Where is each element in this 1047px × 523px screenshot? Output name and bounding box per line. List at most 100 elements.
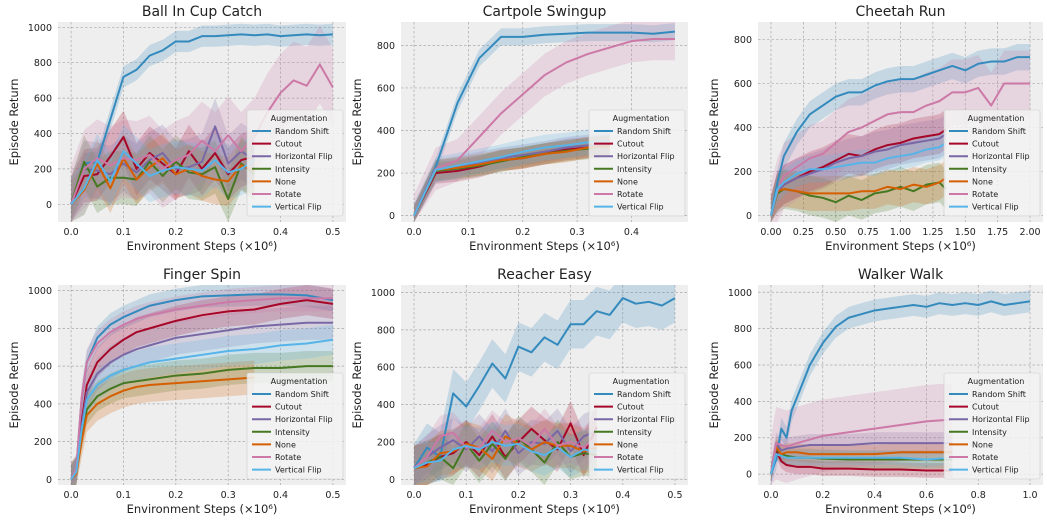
confidence-band-rotate [770, 50, 1031, 222]
legend-label: Cutout [275, 403, 302, 412]
legend-label: Intensity [972, 165, 1007, 174]
x-tick-label: 0.3 [221, 227, 236, 238]
y-tick-label: 200 [34, 164, 52, 175]
confidence-band-rotate [414, 22, 675, 222]
y-tick-label: 600 [734, 79, 752, 90]
x-axis-label: Environment Steps (×10⁶) [127, 239, 278, 253]
chart-panel-4: 0.0 0.1 0.2 0.3 0.4 0.5 0 200 400 600 800 1000 Reach… [350, 267, 688, 516]
y-tick-label: 200 [734, 433, 752, 444]
y-tick-label: 600 [734, 361, 752, 372]
legend-label: Intensity [617, 428, 652, 437]
x-tick-label: 0.75 [858, 227, 879, 238]
x-tick-label: 0.5 [325, 227, 340, 238]
series-line-horizontal-flip [413, 429, 598, 469]
x-tick-label: 0.3 [221, 490, 236, 501]
legend-title: Augmentation [271, 377, 328, 386]
x-tick-label: 1.0 [1022, 490, 1037, 501]
confidence-band-rotate [71, 285, 333, 485]
y-tick-label: 600 [34, 94, 52, 105]
y-tick-label: 800 [34, 58, 52, 69]
legend-label: Rotate [275, 190, 301, 199]
y-tick-label: 400 [377, 400, 395, 411]
legend-label: Vertical Flip [275, 203, 322, 212]
x-tick-label: 0.4 [273, 490, 288, 501]
legend-label: Vertical Flip [972, 203, 1019, 212]
legend-label: Random Shift [972, 390, 1026, 399]
series-line-vertical-flip [413, 140, 610, 217]
legend-label: Cutout [275, 140, 302, 149]
confidence-band-horizontal-flip [414, 132, 610, 222]
confidence-band-vertical-flip [770, 129, 946, 222]
y-axis-label: Episode Return [350, 79, 364, 166]
confidence-band-cutout [770, 109, 946, 222]
legend-label: Random Shift [275, 127, 329, 136]
y-tick-label: 800 [34, 324, 52, 335]
legend-label: Random Shift [617, 390, 671, 399]
series-line-none [769, 177, 947, 216]
series-line-vertical-flip [769, 142, 947, 216]
x-tick-label: 0.4 [615, 490, 630, 501]
legend-label: Horizontal Flip [617, 152, 675, 161]
chart-panel-0: 0.0 0.1 0.2 0.3 0.4 0.5 0 200 400 600 800 1000 Ball … [7, 4, 346, 253]
legend-label: Cutout [617, 403, 644, 412]
y-tick-label: 1000 [728, 288, 752, 299]
chart-panel-1: 0.0 0.1 0.2 0.3 0.4 0 200 400 600 800 Cartpole Swi… [350, 4, 688, 253]
y-axis-label: Episode Return [350, 342, 364, 429]
confidence-band-vertical-flip [71, 124, 255, 222]
series-line-rotate [413, 427, 598, 469]
legend-label: None [972, 440, 993, 449]
x-tick-label: 1.00 [890, 227, 911, 238]
y-tick-label: 400 [734, 123, 752, 134]
y-axis-label: Episode Return [707, 79, 721, 166]
confidence-band-intensity [71, 135, 255, 222]
legend-label: None [275, 440, 296, 449]
legend-title: Augmentation [613, 114, 670, 123]
y-tick-label: 200 [34, 437, 52, 448]
confidence-band-cutout [71, 285, 333, 485]
x-tick-label: 0.25 [793, 227, 814, 238]
chart-title: Cheetah Run [855, 4, 945, 20]
series-line-none [413, 435, 597, 470]
x-tick-label: 1.75 [987, 227, 1008, 238]
chart-panel-2: 0.00 0.25 0.50 0.75 1.00 1.25 1.50 1.75 2.00 0 200… [707, 4, 1043, 253]
y-tick-label: 0 [746, 470, 752, 481]
series-line-horizontal-flip [769, 442, 953, 475]
legend-label: Vertical Flip [972, 466, 1019, 475]
confidence-band-intensity [770, 439, 953, 484]
legend: Augmentation Random Shift Cutout Horizontal… [246, 372, 344, 480]
confidence-band-horizontal-flip [770, 114, 946, 222]
chart-title: Finger Spin [163, 267, 241, 283]
legend: Augmentation Random Shift Cutout Horizontal… [943, 372, 1041, 480]
series-line-none [769, 445, 953, 475]
legend-label: Vertical Flip [617, 466, 664, 475]
confidence-band-cutout [770, 443, 953, 482]
x-tick-label: 0.0 [64, 227, 79, 238]
y-tick-label: 200 [734, 167, 752, 178]
x-axis-label: Environment Steps (×10⁶) [469, 502, 620, 516]
chart-title: Walker Walk [858, 267, 944, 283]
confidence-band-horizontal-flip [71, 98, 255, 222]
x-tick-label: 0.5 [325, 490, 340, 501]
x-tick-label: 1.50 [955, 227, 976, 238]
x-tick-label: 0.2 [815, 490, 830, 501]
legend-label: Vertical Flip [617, 203, 664, 212]
legend-label: Intensity [275, 428, 310, 437]
y-tick-label: 1000 [28, 286, 52, 297]
x-tick-label: 0.0 [406, 490, 421, 501]
series-line-random-shift [769, 56, 1031, 216]
legend-label: Rotate [972, 453, 998, 462]
legend-label: Horizontal Flip [275, 152, 333, 161]
confidence-band-cutout [71, 110, 255, 222]
series-line-random-shift [413, 30, 676, 217]
confidence-band-intensity [71, 351, 333, 485]
series-line-vertical-flip [70, 150, 255, 205]
x-tick-label: 0.2 [511, 490, 526, 501]
y-axis-label: Episode Return [7, 342, 21, 429]
series-line-none [413, 145, 610, 217]
legend-label: Horizontal Flip [617, 415, 675, 424]
y-tick-label: 0 [746, 211, 752, 222]
legend: Augmentation Random Shift Cutout Horizontal… [943, 109, 1041, 217]
chart-panel-3: 0.0 0.1 0.2 0.3 0.4 0.5 0 200 400 600 800 1000 Finge… [7, 267, 346, 516]
legend: Augmentation Random Shift Cutout Horizontal… [588, 109, 686, 217]
